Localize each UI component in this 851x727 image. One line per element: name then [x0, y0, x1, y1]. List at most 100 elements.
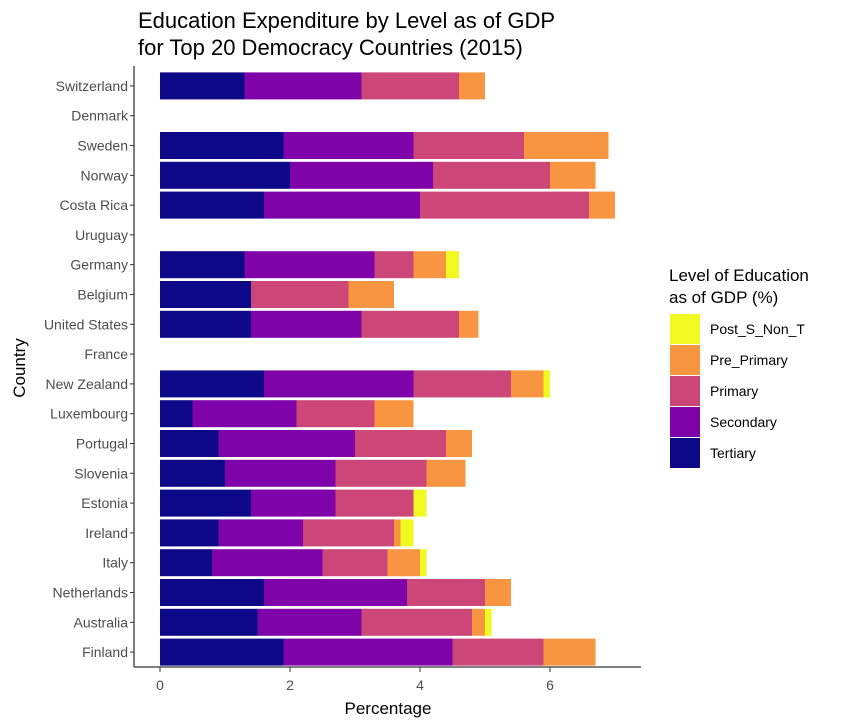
- bar-new-zealand-primary: [413, 370, 511, 398]
- bar-australia-pre-primary: [472, 608, 485, 636]
- bar-costa-rica-tertiary: [160, 191, 264, 219]
- bar-germany-primary: [374, 251, 414, 279]
- bar-switzerland-tertiary: [160, 72, 245, 100]
- y-tick-label-italy: Italy: [102, 555, 128, 571]
- y-tick-labels: Switzerland Denmark Sweden Norway Costa Rica…: [44, 78, 134, 660]
- legend-swatch-pre-primary: [670, 345, 700, 375]
- bar-netherlands-pre-primary: [485, 579, 511, 606]
- bar-switzerland-primary: [361, 72, 459, 100]
- bar-portugal-pre-primary: [446, 430, 472, 457]
- bar-belgium-pre-primary: [348, 281, 394, 308]
- legend-swatch-post-s-non-t: [670, 314, 700, 344]
- bar-new-zealand-tertiary: [160, 370, 264, 398]
- bar-sweden-secondary: [283, 132, 414, 159]
- y-tick-label-finland: Finland: [82, 644, 128, 660]
- bar-portugal-tertiary: [160, 430, 219, 457]
- bar-finland-tertiary: [160, 638, 284, 666]
- legend-items: Post_S_Non_T Pre_Primary Primary Secondary T…: [670, 314, 805, 468]
- bar-costa-rica-secondary: [264, 191, 420, 219]
- bar-finland-secondary: [283, 638, 453, 666]
- bar-costa-rica-primary: [420, 191, 589, 219]
- y-tick-label-belgium: Belgium: [77, 287, 128, 303]
- bar-ireland-pre-primary: [394, 519, 401, 547]
- bar-australia-primary: [361, 608, 472, 636]
- y-tick-label-france: France: [84, 346, 128, 362]
- bar-estonia-tertiary: [160, 489, 251, 517]
- legend-swatch-secondary: [670, 407, 700, 437]
- bar-switzerland-secondary: [244, 72, 362, 100]
- y-tick-label-costa-rica: Costa Rica: [60, 197, 129, 213]
- bar-italy-secondary: [212, 549, 323, 577]
- y-tick-label-ireland: Ireland: [85, 525, 128, 541]
- bar-italy-pre-primary: [387, 549, 420, 577]
- y-tick-label-estonia: Estonia: [81, 495, 128, 511]
- x-tick-label-2: 2: [286, 677, 294, 693]
- y-tick-label-sweden: Sweden: [77, 138, 128, 154]
- legend-swatch-primary: [670, 376, 700, 406]
- bar-new-zealand-pre-primary: [511, 370, 544, 398]
- bar-estonia-primary: [335, 489, 414, 517]
- bar-germany-secondary: [244, 251, 375, 279]
- bar-belgium-tertiary: [160, 281, 251, 308]
- bar-sweden-tertiary: [160, 132, 284, 159]
- bar-new-zealand-post-s-non-t: [543, 370, 550, 398]
- bars-layer: [160, 72, 615, 666]
- legend-label-secondary: Secondary: [710, 414, 777, 430]
- bar-italy-post-s-non-t: [420, 549, 427, 577]
- bar-slovenia-secondary: [225, 459, 336, 487]
- bar-new-zealand-secondary: [264, 370, 414, 398]
- bar-belgium-primary: [251, 281, 349, 308]
- x-tick-label-4: 4: [416, 677, 424, 693]
- bar-luxembourg-pre-primary: [374, 400, 414, 428]
- chart-title-line-1: Education Expenditure by Level as of GDP: [138, 8, 555, 33]
- bar-luxembourg-tertiary: [160, 400, 193, 428]
- bar-united-states-pre-primary: [459, 310, 479, 338]
- bar-italy-tertiary: [160, 549, 212, 577]
- x-ticks: 0 2 4 6: [156, 667, 554, 693]
- bar-germany-pre-primary: [413, 251, 446, 279]
- bar-united-states-secondary: [251, 310, 362, 338]
- bar-australia-post-s-non-t: [485, 608, 492, 636]
- bar-slovenia-pre-primary: [426, 459, 466, 487]
- bar-netherlands-tertiary: [160, 579, 264, 606]
- bar-ireland-primary: [303, 519, 394, 547]
- bar-slovenia-primary: [335, 459, 427, 487]
- legend-swatch-tertiary: [670, 438, 700, 468]
- bar-costa-rica-pre-primary: [589, 191, 615, 219]
- y-tick-label-new-zealand: New Zealand: [46, 376, 129, 392]
- y-tick-label-luxembourg: Luxembourg: [50, 406, 128, 422]
- bar-slovenia-tertiary: [160, 459, 225, 487]
- bar-norway-secondary: [290, 161, 433, 189]
- y-tick-label-netherlands: Netherlands: [53, 585, 129, 601]
- legend-label-primary: Primary: [710, 383, 758, 399]
- bar-united-states-tertiary: [160, 310, 251, 338]
- bar-portugal-secondary: [218, 430, 355, 457]
- y-tick-label-uruguay: Uruguay: [75, 227, 128, 243]
- y-tick-label-slovenia: Slovenia: [74, 465, 128, 481]
- bar-sweden-pre-primary: [524, 132, 609, 159]
- y-tick-label-australia: Australia: [74, 614, 129, 630]
- bar-portugal-primary: [355, 430, 446, 457]
- bar-ireland-post-s-non-t: [400, 519, 414, 547]
- legend: Level of Education as of GDP (%) Post_S_…: [669, 266, 809, 468]
- bar-ireland-tertiary: [160, 519, 219, 547]
- bar-finland-primary: [452, 638, 544, 666]
- bar-norway-primary: [433, 161, 550, 189]
- legend-label-post-s-non-t: Post_S_Non_T: [710, 321, 805, 337]
- bar-luxembourg-secondary: [192, 400, 297, 428]
- bar-switzerland-pre-primary: [459, 72, 485, 100]
- x-tick-label-6: 6: [546, 677, 554, 693]
- bar-luxembourg-primary: [296, 400, 375, 428]
- legend-label-pre-primary: Pre_Primary: [710, 352, 788, 368]
- legend-title-line-2: as of GDP (%): [669, 288, 778, 307]
- bar-germany-post-s-non-t: [446, 251, 459, 279]
- y-tick-label-united-states: United States: [44, 316, 128, 332]
- x-axis-title: Percentage: [345, 699, 432, 718]
- bar-ireland-secondary: [218, 519, 303, 547]
- bar-norway-pre-primary: [550, 161, 596, 189]
- bar-netherlands-secondary: [264, 579, 407, 606]
- y-tick-label-portugal: Portugal: [76, 436, 128, 452]
- bar-estonia-secondary: [251, 489, 336, 517]
- y-tick-label-norway: Norway: [81, 167, 128, 183]
